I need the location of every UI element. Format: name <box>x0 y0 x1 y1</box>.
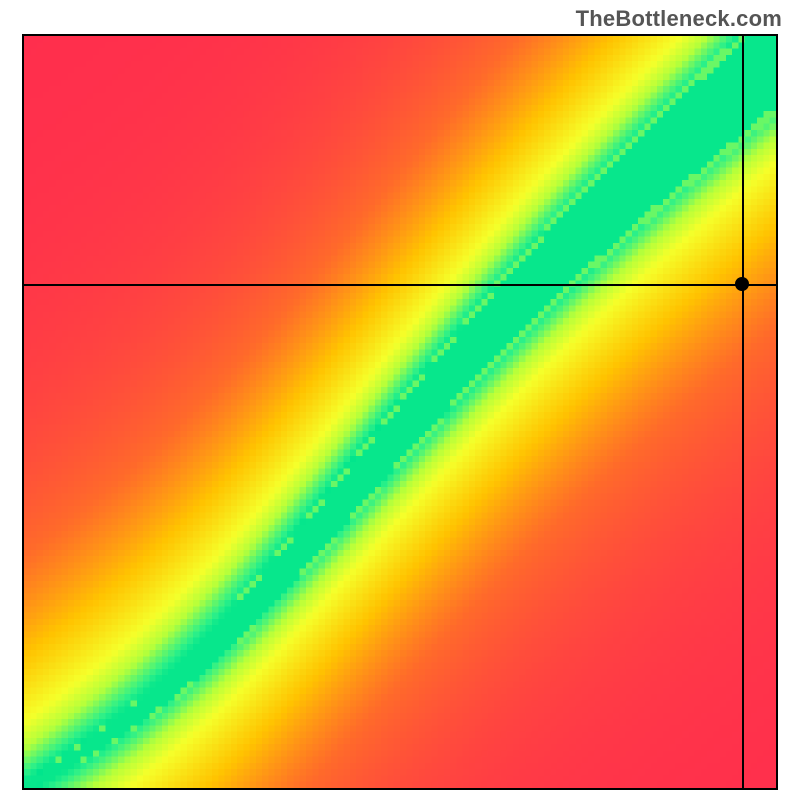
plot-area <box>22 34 778 790</box>
selection-dot <box>735 277 749 291</box>
crosshair-horizontal <box>24 284 776 286</box>
crosshair-vertical <box>742 36 744 788</box>
heatmap-canvas <box>24 36 776 788</box>
attribution-text: TheBottleneck.com <box>576 6 782 32</box>
